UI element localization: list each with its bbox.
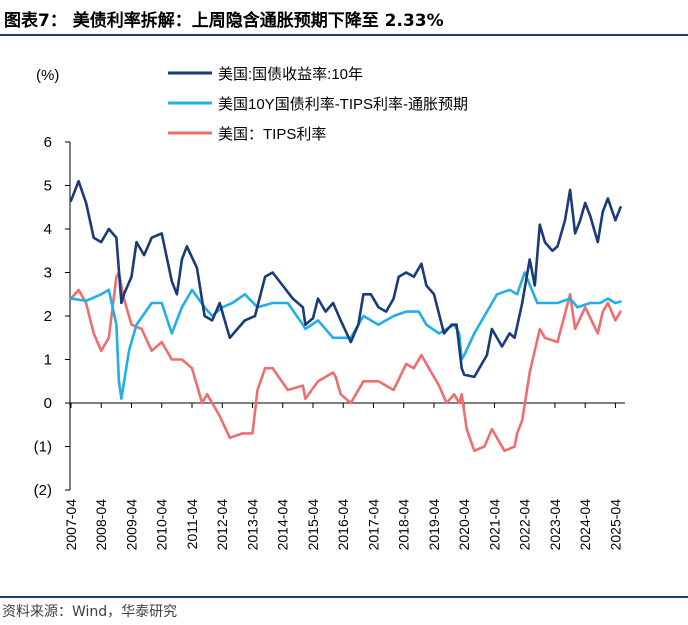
x-tick-label: 2023-04	[547, 499, 563, 551]
legend-label: 美国:国债收益率:10年	[218, 66, 363, 83]
y-tick-label: 2	[44, 308, 52, 325]
x-tick-label: 2019-04	[426, 499, 442, 551]
title-bar: 图表7： 美债利率拆解：上周隐含通胀预期下降至 2.33%	[0, 0, 688, 36]
source-note: 资料来源：Wind，华泰研究	[2, 604, 178, 620]
x-tick-label: 2011-04	[184, 499, 200, 550]
y-tick-label: 6	[44, 134, 52, 151]
x-tick-label: 2024-04	[577, 499, 593, 551]
x-tick-label: 2009-04	[123, 499, 139, 551]
series-line	[69, 271, 622, 453]
y-tick-label: 0	[44, 395, 52, 412]
y-tick-label: 5	[44, 178, 52, 195]
y-axis-unit-label: (%)	[36, 67, 59, 84]
x-tick-label: 2008-04	[93, 499, 109, 551]
x-tick-label: 2016-04	[335, 499, 351, 551]
x-tick-label: 2013-04	[244, 499, 260, 551]
x-tick-label: 2015-04	[305, 499, 321, 551]
y-tick-label: 4	[44, 221, 52, 238]
y-tick-label: (2)	[34, 482, 52, 499]
x-tick-label: 2025-04	[607, 499, 623, 551]
chart-area: 6 5 4 3 2 1 0 (1) (2) (%) 2007-04 2008-04 2009-04 201…	[0, 36, 688, 596]
x-tick-label: 2018-04	[396, 499, 412, 551]
y-tick-label: (1)	[34, 439, 52, 456]
x-tick-label: 2017-04	[365, 499, 381, 551]
x-tick-label: 2010-04	[154, 499, 170, 551]
line-chart: 6 5 4 3 2 1 0 (1) (2) (%) 2007-04 2008-04 2009-04 201…	[34, 66, 625, 551]
x-tick-label: 2012-04	[214, 499, 230, 551]
legend-label: 美国：TIPS利率	[218, 126, 326, 143]
x-tick-label: 2021-04	[486, 499, 502, 551]
chart-title: 图表7： 美债利率拆解：上周隐含通胀预期下降至 2.33%	[4, 11, 444, 31]
series-line	[69, 271, 622, 401]
x-tick-label: 2014-04	[275, 499, 291, 551]
series-line	[69, 179, 622, 379]
source-divider	[0, 596, 688, 598]
y-tick-label: 1	[44, 352, 52, 369]
x-tick-label: 2007-04	[63, 499, 79, 551]
x-tick-label: 2020-04	[456, 499, 472, 551]
y-tick-label: 3	[44, 265, 52, 282]
x-tick-label: 2022-04	[517, 499, 533, 551]
legend-label: 美国10Y国债利率-TIPS利率-通胀预期	[218, 96, 468, 113]
